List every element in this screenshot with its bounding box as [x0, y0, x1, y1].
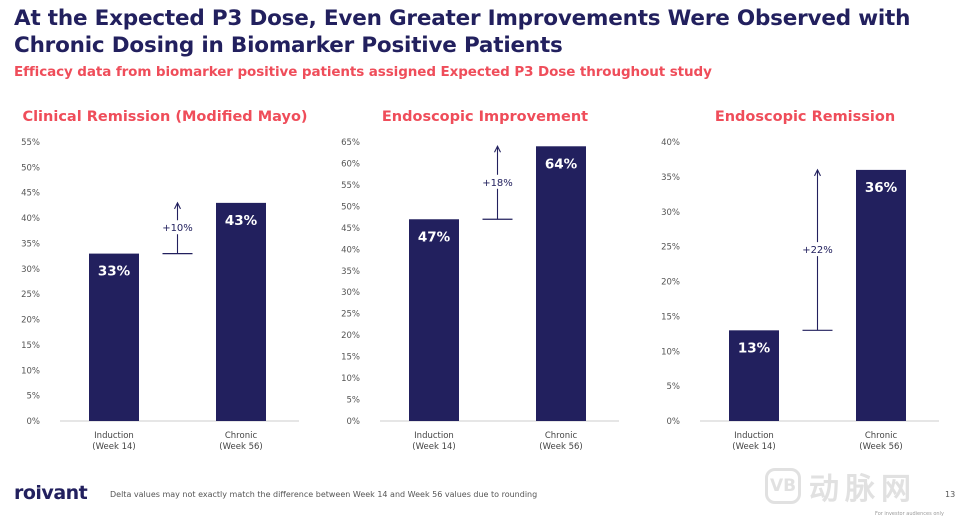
y-tick-label: 50%	[21, 163, 40, 173]
page-number: 13	[945, 490, 956, 499]
delta-label: +10%	[162, 223, 193, 234]
y-tick-label: 65%	[341, 138, 360, 148]
chart-title-endoscopic-improvement: Endoscopic Improvement	[381, 109, 589, 125]
y-tick-label: 10%	[341, 374, 360, 384]
y-tick-label: 40%	[21, 214, 40, 224]
y-tick-label: 25%	[341, 310, 360, 320]
y-tick-label: 10%	[21, 366, 40, 376]
y-tick-label: 25%	[21, 290, 40, 300]
delta-label-bg	[162, 220, 193, 235]
y-tick-label: 50%	[341, 202, 360, 212]
watermark: VB 动脉网	[765, 466, 945, 507]
bar	[729, 330, 779, 421]
watermark-text: 动脉网	[809, 472, 917, 507]
slide-title: At the Expected P3 Dose, Even Greater Im…	[14, 6, 911, 58]
chart-title-endoscopic-remission: Endoscopic Remission	[714, 109, 896, 125]
category-label: (Week 56)	[539, 442, 582, 452]
bar-value-label: 64%	[545, 156, 578, 172]
y-tick-label: 10%	[661, 347, 680, 357]
delta-arrow-head	[174, 201, 181, 210]
category-label: (Week 14)	[92, 442, 135, 452]
bar	[536, 146, 586, 422]
bar-value-label: 47%	[418, 229, 451, 245]
category-label: (Week 56)	[859, 442, 902, 452]
delta-arrow-head	[814, 168, 821, 177]
bar-value-label: 33%	[98, 264, 131, 280]
category-label: Induction	[734, 431, 774, 441]
category-label: Induction	[414, 431, 454, 441]
y-tick-label: 5%	[347, 396, 361, 406]
delta-label: +22%	[802, 245, 833, 256]
y-tick-label: 35%	[661, 173, 680, 183]
category-label: Induction	[94, 431, 134, 441]
y-tick-label: 0%	[27, 417, 41, 427]
y-tick-label: 15%	[341, 353, 360, 363]
y-tick-label: 55%	[341, 181, 360, 191]
y-tick-label: 20%	[341, 331, 360, 341]
investor-note: For investor audiences only	[875, 511, 944, 517]
category-label: Chronic	[865, 431, 898, 441]
y-tick-label: 30%	[661, 208, 680, 218]
bar	[89, 253, 139, 421]
bar-value-label: 43%	[225, 213, 258, 229]
bar	[216, 202, 266, 421]
y-tick-label: 5%	[27, 392, 41, 402]
delta-label-bg	[482, 174, 513, 189]
category-label: (Week 14)	[732, 442, 775, 452]
bar	[856, 169, 906, 421]
category-label: (Week 56)	[219, 442, 262, 452]
roivant-logo: roivant	[14, 482, 88, 504]
y-tick-label: 15%	[661, 312, 680, 322]
delta-arrow-head	[494, 145, 501, 153]
y-tick-label: 20%	[661, 278, 680, 288]
y-tick-label: 0%	[667, 417, 681, 427]
y-tick-label: 55%	[21, 138, 40, 148]
bar	[409, 219, 459, 421]
chart-title-clinical-remission: Clinical Remission (Modified Mayo)	[22, 109, 308, 125]
delta-label: +18%	[482, 178, 513, 189]
category-label: Chronic	[225, 431, 258, 441]
y-tick-label: 45%	[21, 189, 40, 199]
footnote: Delta values may not exactly match the d…	[110, 490, 538, 499]
slide-subtitle: Efficacy data from biomarker positive pa…	[14, 64, 712, 80]
y-tick-label: 40%	[661, 138, 680, 148]
category-label: Chronic	[545, 431, 578, 441]
watermark-badge-icon: VB	[765, 468, 801, 504]
delta-label-bg	[802, 242, 833, 257]
category-label: (Week 14)	[412, 442, 455, 452]
y-tick-label: 25%	[661, 243, 680, 253]
y-tick-label: 40%	[341, 245, 360, 255]
y-tick-label: 20%	[21, 316, 40, 326]
y-tick-label: 30%	[21, 265, 40, 275]
y-tick-label: 45%	[341, 224, 360, 234]
bar-value-label: 13%	[738, 340, 771, 356]
y-tick-label: 35%	[341, 267, 360, 277]
y-tick-label: 60%	[341, 159, 360, 169]
y-tick-label: 5%	[667, 382, 681, 392]
y-tick-label: 30%	[341, 288, 360, 298]
y-tick-label: 15%	[21, 341, 40, 351]
y-tick-label: 35%	[21, 239, 40, 249]
bar-value-label: 36%	[865, 180, 898, 196]
y-tick-label: 0%	[347, 417, 361, 427]
